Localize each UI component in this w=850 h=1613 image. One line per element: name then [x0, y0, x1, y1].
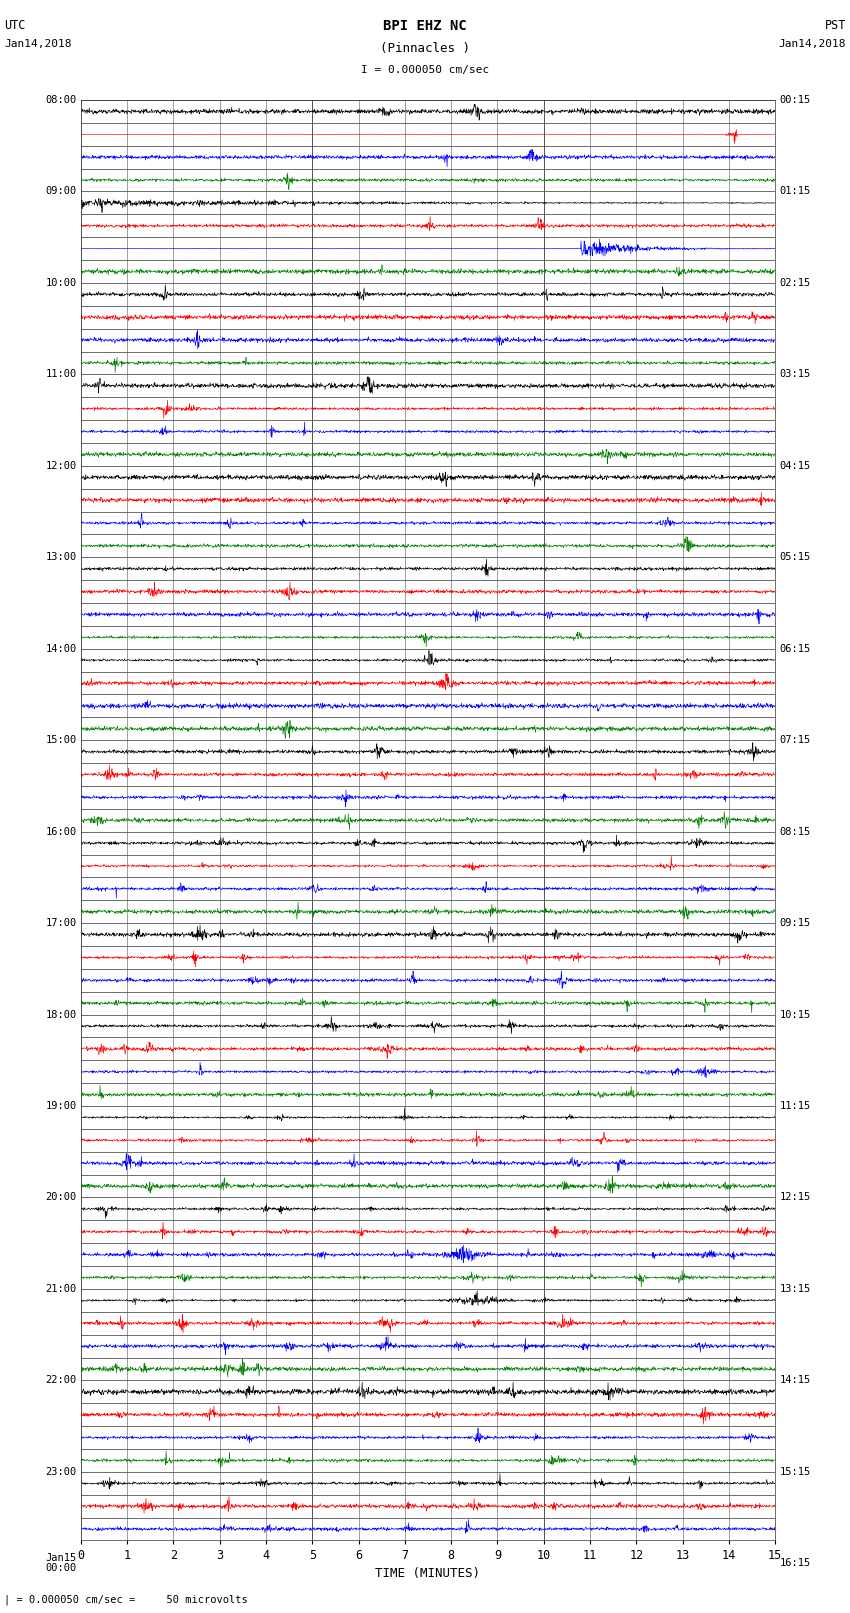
Text: UTC: UTC [4, 19, 26, 32]
Text: 14:15: 14:15 [779, 1376, 811, 1386]
Text: 10:00: 10:00 [45, 277, 76, 287]
Text: 12:00: 12:00 [45, 461, 76, 471]
Text: I = 0.000050 cm/sec: I = 0.000050 cm/sec [361, 65, 489, 74]
Text: 03:15: 03:15 [779, 369, 811, 379]
Text: | = 0.000050 cm/sec =     50 microvolts: | = 0.000050 cm/sec = 50 microvolts [4, 1594, 248, 1605]
Text: 21:00: 21:00 [45, 1284, 76, 1294]
Text: 09:00: 09:00 [45, 187, 76, 197]
Text: 11:00: 11:00 [45, 369, 76, 379]
Text: Jan14,2018: Jan14,2018 [4, 39, 71, 48]
Text: 16:00: 16:00 [45, 826, 76, 837]
Text: 00:00: 00:00 [45, 1563, 76, 1573]
Text: (Pinnacles ): (Pinnacles ) [380, 42, 470, 55]
Text: 15:00: 15:00 [45, 736, 76, 745]
Text: 04:15: 04:15 [779, 461, 811, 471]
Text: 17:00: 17:00 [45, 918, 76, 927]
Text: 16:15: 16:15 [779, 1558, 811, 1568]
Text: 09:15: 09:15 [779, 918, 811, 927]
Text: 20:00: 20:00 [45, 1192, 76, 1202]
Text: 01:15: 01:15 [779, 187, 811, 197]
Text: 13:00: 13:00 [45, 552, 76, 563]
Text: 05:15: 05:15 [779, 552, 811, 563]
Text: 10:15: 10:15 [779, 1010, 811, 1019]
Text: 23:00: 23:00 [45, 1466, 76, 1478]
Text: 08:15: 08:15 [779, 826, 811, 837]
Text: 08:00: 08:00 [45, 95, 76, 105]
Text: 19:00: 19:00 [45, 1102, 76, 1111]
Text: 11:15: 11:15 [779, 1102, 811, 1111]
Text: 12:15: 12:15 [779, 1192, 811, 1202]
Text: 14:00: 14:00 [45, 644, 76, 653]
Text: 06:15: 06:15 [779, 644, 811, 653]
Text: Jan14,2018: Jan14,2018 [779, 39, 846, 48]
Text: BPI EHZ NC: BPI EHZ NC [383, 19, 467, 34]
Text: 07:15: 07:15 [779, 736, 811, 745]
Text: 02:15: 02:15 [779, 277, 811, 287]
Text: Jan15: Jan15 [45, 1553, 76, 1563]
X-axis label: TIME (MINUTES): TIME (MINUTES) [376, 1566, 480, 1579]
Text: 22:00: 22:00 [45, 1376, 76, 1386]
Text: 15:15: 15:15 [779, 1466, 811, 1478]
Text: PST: PST [824, 19, 846, 32]
Text: 00:15: 00:15 [779, 95, 811, 105]
Text: 18:00: 18:00 [45, 1010, 76, 1019]
Text: 13:15: 13:15 [779, 1284, 811, 1294]
